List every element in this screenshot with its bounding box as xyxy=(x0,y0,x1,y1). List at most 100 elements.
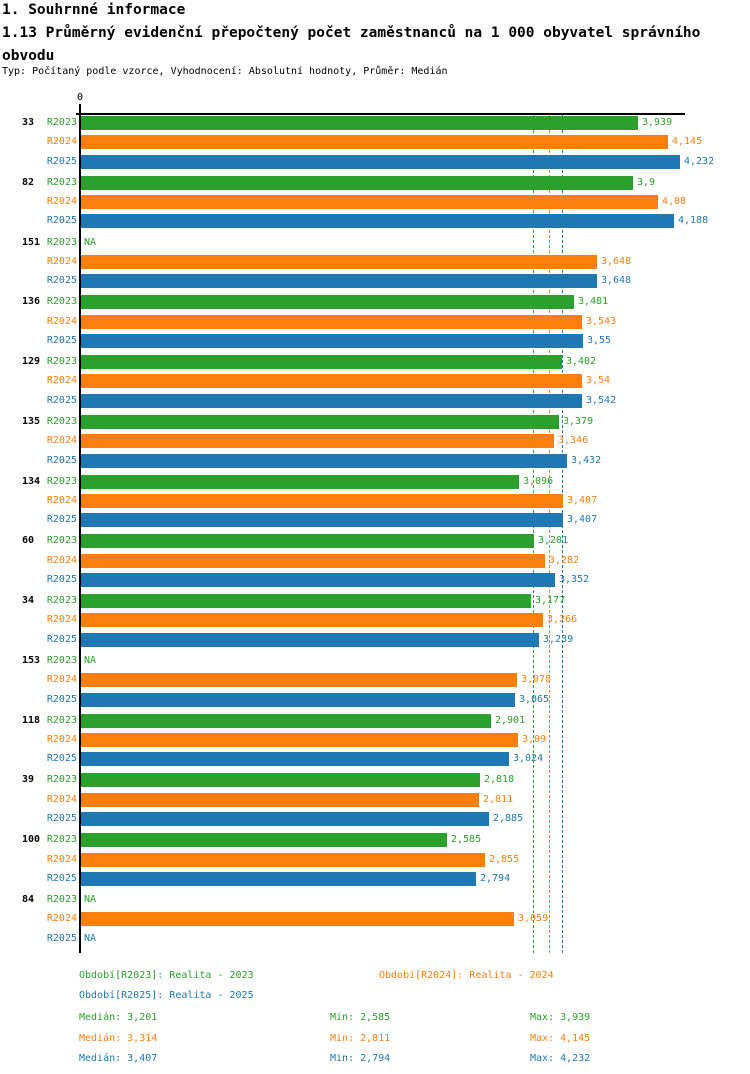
value-label: 3,407 xyxy=(567,495,598,506)
value-label: 2,855 xyxy=(489,854,520,865)
median-line-r2025 xyxy=(562,115,563,953)
value-label: 3,542 xyxy=(586,395,617,406)
value-label: 3,352 xyxy=(559,574,590,585)
median-line-r2024 xyxy=(549,115,550,953)
value-label: 3,543 xyxy=(586,316,617,327)
na-value-label: NA xyxy=(84,894,97,905)
bar-r2023 xyxy=(81,714,491,728)
x-axis-zero-label: 0 xyxy=(76,92,84,103)
group-label: 151 xyxy=(22,237,41,248)
value-label: 3,266 xyxy=(547,614,578,625)
series-row-label: R2023 xyxy=(46,177,77,188)
series-row-label: R2023 xyxy=(46,834,77,845)
bar-r2024 xyxy=(81,673,517,687)
series-row-label: R2025 xyxy=(46,335,77,346)
series-row-label: R2023 xyxy=(46,535,77,546)
bar-r2025 xyxy=(81,274,597,288)
series-row-label: R2025 xyxy=(46,933,77,944)
bar-r2023 xyxy=(81,594,531,608)
group-label: 135 xyxy=(22,416,41,427)
value-label: 3,059 xyxy=(518,913,549,924)
bar-r2025 xyxy=(81,812,489,826)
bar-r2025 xyxy=(81,872,476,886)
value-label: 4,145 xyxy=(672,136,703,147)
series-row-label: R2024 xyxy=(46,495,77,506)
value-label: 2,818 xyxy=(484,774,515,785)
x-axis-zero-tick xyxy=(79,104,81,113)
na-value-label: NA xyxy=(84,933,97,944)
series-row-label: R2023 xyxy=(46,595,77,606)
series-row-label: R2023 xyxy=(46,237,77,248)
series-row-label: R2024 xyxy=(46,136,77,147)
value-label: 3,065 xyxy=(519,694,550,705)
series-row-label: R2024 xyxy=(46,674,77,685)
bar-r2025 xyxy=(81,214,674,228)
group-label: 153 xyxy=(22,655,41,666)
bar-r2025 xyxy=(81,155,680,169)
value-label: 2,811 xyxy=(483,794,514,805)
value-label: 3,379 xyxy=(563,416,594,427)
value-label: 3,201 xyxy=(538,535,569,546)
series-row-label: R2024 xyxy=(46,854,77,865)
value-label: 3,282 xyxy=(549,555,580,566)
bar-r2024 xyxy=(81,374,582,388)
bar-r2024 xyxy=(81,135,668,149)
na-value-label: NA xyxy=(84,237,97,248)
bar-r2024 xyxy=(81,554,545,568)
bar-r2024 xyxy=(81,315,582,329)
bar-r2025 xyxy=(81,394,582,408)
bar-r2024 xyxy=(81,793,479,807)
stat-max-r2025: Max: 4,232 xyxy=(530,1053,591,1064)
group-label: 82 xyxy=(22,177,35,188)
series-row-label: R2025 xyxy=(46,813,77,824)
series-row-label: R2025 xyxy=(46,395,77,406)
bar-r2025 xyxy=(81,573,555,587)
group-label: 33 xyxy=(22,117,35,128)
series-row-label: R2025 xyxy=(46,873,77,884)
bar-r2024 xyxy=(81,434,554,448)
series-row-label: R2024 xyxy=(46,256,77,267)
value-label: 3,09 xyxy=(522,734,547,745)
series-row-label: R2025 xyxy=(46,574,77,585)
bar-r2025 xyxy=(81,513,563,527)
series-row-label: R2023 xyxy=(46,476,77,487)
bar-r2023 xyxy=(81,773,480,787)
stat-max-r2024: Max: 4,145 xyxy=(530,1033,591,1044)
value-label: 3,402 xyxy=(566,356,597,367)
group-label: 84 xyxy=(22,894,35,905)
y-axis-line xyxy=(79,113,81,953)
value-label: 3,648 xyxy=(601,256,632,267)
value-label: 3,481 xyxy=(578,296,609,307)
value-label: 2,901 xyxy=(495,715,526,726)
series-row-label: R2024 xyxy=(46,913,77,924)
series-row-label: R2023 xyxy=(46,894,77,905)
series-row-label: R2025 xyxy=(46,753,77,764)
value-label: 2,885 xyxy=(493,813,524,824)
bar-r2023 xyxy=(81,176,633,190)
series-row-label: R2024 xyxy=(46,794,77,805)
bar-r2024 xyxy=(81,613,543,627)
value-label: 3,346 xyxy=(558,435,589,446)
bar-r2023 xyxy=(81,833,447,847)
value-label: 3,177 xyxy=(535,595,566,606)
bar-r2024 xyxy=(81,195,658,209)
value-label: 4,08 xyxy=(662,196,687,207)
series-row-label: R2024 xyxy=(46,734,77,745)
bar-r2023 xyxy=(81,116,638,130)
stat-median-r2024: Medián: 3,314 xyxy=(79,1033,158,1044)
bar-r2025 xyxy=(81,693,515,707)
bar-r2024 xyxy=(81,494,563,508)
bar-r2024 xyxy=(81,733,518,747)
stat-min-r2023: Min: 2,585 xyxy=(330,1012,391,1023)
stat-min-r2025: Min: 2,794 xyxy=(330,1053,391,1064)
value-label: 3,407 xyxy=(567,514,598,525)
value-label: 4,232 xyxy=(684,156,715,167)
series-row-label: R2023 xyxy=(46,117,77,128)
x-axis-line xyxy=(76,113,685,115)
value-label: 4,188 xyxy=(678,215,709,226)
stat-median-r2023: Medián: 3,201 xyxy=(79,1012,158,1023)
bar-r2025 xyxy=(81,454,567,468)
series-row-label: R2024 xyxy=(46,435,77,446)
group-label: 118 xyxy=(22,715,41,726)
